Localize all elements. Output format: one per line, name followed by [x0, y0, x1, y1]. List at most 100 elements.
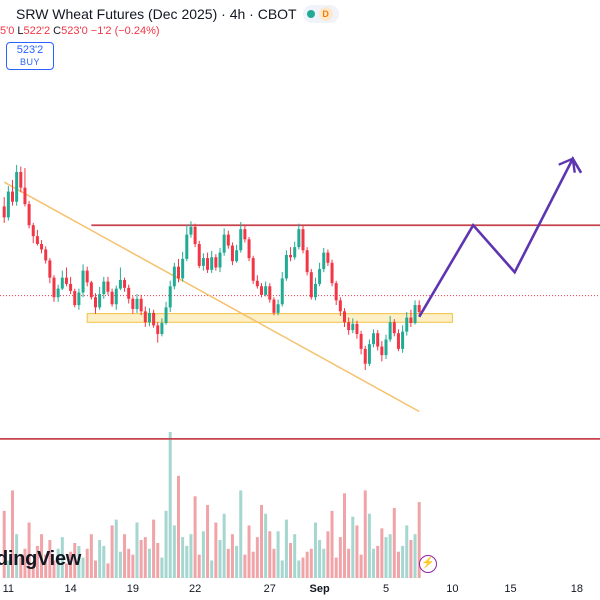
candle-body	[102, 281, 106, 295]
volume-bar	[131, 554, 135, 578]
candle	[77, 288, 81, 310]
candlestick-series	[2, 164, 421, 370]
buy-label: BUY	[19, 57, 40, 67]
candle	[11, 179, 14, 206]
candle	[15, 164, 19, 206]
candle-body	[401, 331, 405, 349]
candle-body	[11, 191, 14, 202]
market-status-pill[interactable]: D	[302, 5, 339, 23]
candle	[363, 345, 367, 370]
volume-bar	[388, 534, 392, 578]
volume-bar	[301, 557, 305, 578]
ohlc-close-value: 523'0	[61, 25, 88, 37]
candle	[164, 301, 168, 325]
candle	[297, 223, 301, 250]
candle-body	[81, 270, 85, 293]
candle	[69, 276, 73, 295]
volume-bar	[272, 548, 276, 578]
volume-bar	[413, 534, 417, 578]
candle-body	[135, 298, 139, 309]
candle	[239, 222, 243, 253]
candle	[222, 228, 226, 256]
lightning-icon[interactable]: ⚡	[419, 555, 437, 573]
candle	[322, 247, 326, 273]
candle	[305, 247, 309, 276]
volume-bar	[289, 542, 293, 578]
volume-bar	[106, 563, 110, 578]
candle-body	[31, 225, 35, 237]
candle	[48, 258, 52, 284]
candle	[189, 221, 193, 238]
volume-bar	[89, 534, 93, 578]
volume-bar	[147, 548, 151, 578]
volume-bar	[330, 510, 334, 578]
volume-bar	[52, 560, 56, 578]
candle-body	[210, 257, 214, 270]
candle-body	[139, 298, 143, 312]
candle	[409, 309, 413, 327]
candle	[251, 255, 255, 284]
candle-body	[85, 270, 89, 283]
candle	[44, 246, 48, 264]
candle	[284, 250, 288, 281]
candle	[98, 287, 102, 310]
candle-body	[396, 333, 400, 349]
volume-bar	[123, 534, 127, 578]
candle-body	[388, 322, 392, 340]
volume-bar	[19, 557, 23, 578]
volume-bar	[118, 551, 122, 578]
candle-body	[106, 281, 110, 292]
volume-bar	[69, 551, 73, 578]
candle-body	[309, 272, 313, 298]
candle-body	[98, 294, 102, 308]
candle-body	[2, 206, 6, 218]
candle-body	[343, 311, 346, 323]
candle	[73, 288, 77, 308]
candle-body	[326, 252, 330, 263]
symbol-title[interactable]: SRW Wheat Futures (Dec 2025) · 4h · CBOT	[16, 6, 297, 22]
candle-body	[168, 286, 172, 308]
candle	[392, 319, 396, 337]
candle	[301, 226, 305, 254]
volume-bar	[384, 537, 388, 578]
volume-bar	[222, 513, 226, 578]
volume-bar	[160, 557, 164, 578]
candle	[94, 293, 97, 314]
ohlc-change: −1'2 (−0.24%)	[90, 25, 160, 37]
volume-bar	[2, 510, 6, 578]
volume-bar	[143, 537, 147, 578]
candle	[330, 259, 334, 287]
volume-bar	[355, 525, 359, 578]
candle-body	[27, 204, 31, 226]
volume-bar	[293, 534, 297, 578]
volume-bar	[401, 545, 405, 578]
candle-body	[48, 260, 52, 278]
candle	[102, 276, 106, 299]
candle	[139, 294, 143, 316]
ohlc-low-label: L	[17, 25, 24, 37]
candle-body	[218, 252, 222, 268]
candle	[106, 276, 110, 295]
candle	[272, 297, 276, 316]
candle	[123, 277, 127, 292]
candle	[201, 253, 205, 271]
volume-bar	[297, 560, 301, 578]
candle-body	[73, 290, 77, 306]
candle-body	[334, 283, 338, 301]
candle	[35, 229, 39, 246]
candle-body	[255, 280, 259, 287]
volume-bar	[396, 551, 400, 578]
volume-bars	[2, 432, 421, 578]
volume-bar	[201, 531, 205, 578]
candle	[417, 300, 421, 315]
volume-bar	[359, 554, 363, 578]
candle-body	[243, 229, 247, 240]
time-axis[interactable]: 11 14 19 22 27 Sep 5 10 15 18	[0, 580, 600, 600]
candle-body	[230, 245, 234, 262]
buy-button[interactable]: 523'2 BUY	[6, 42, 54, 70]
projection-path	[418, 156, 583, 318]
candle	[376, 330, 380, 351]
candle-body	[239, 229, 243, 251]
support-zone	[86, 313, 453, 323]
